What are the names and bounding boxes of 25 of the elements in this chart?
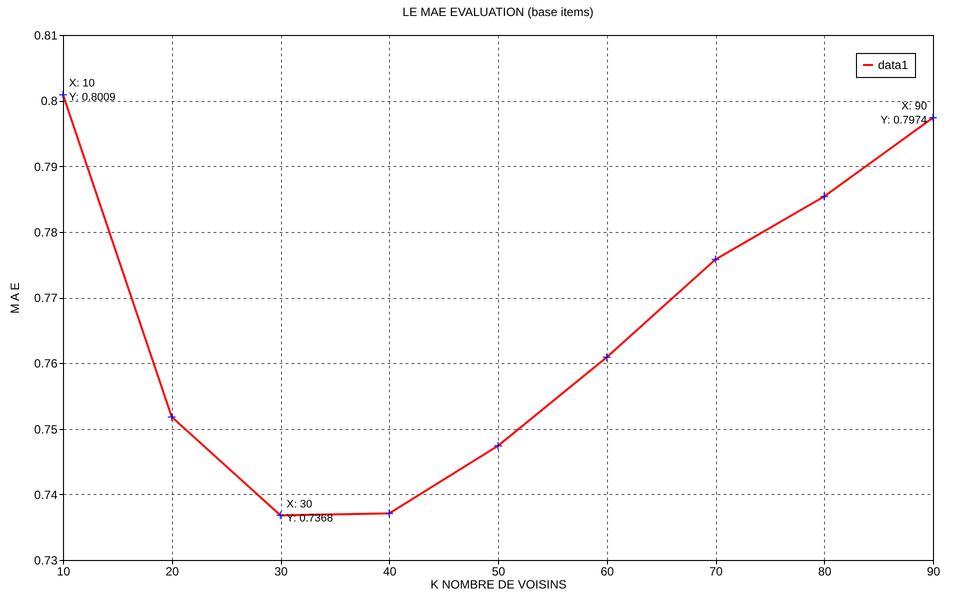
annotation: X: 90 Y: 0.7974 — [880, 100, 927, 127]
y-axis-title: M A E — [8, 282, 22, 314]
x-tick-label: 40 — [383, 564, 397, 578]
y-tick-label: 0.78 — [34, 225, 58, 240]
x-tick-label: 70 — [709, 564, 723, 578]
annotation: X: 10 Y: 0.8009 — [69, 78, 116, 104]
y-tick-label: 0.75 — [34, 422, 58, 436]
x-tick-label: 80 — [818, 564, 832, 578]
x-tick-label: 60 — [600, 564, 614, 578]
x-tick-label: 10 — [56, 564, 70, 578]
x-tick-label: 20 — [166, 564, 180, 578]
annotation: X: 30 Y: 0.7368 — [286, 498, 333, 524]
y-tick-label: 0.8 — [40, 94, 58, 108]
x-tick-label: 30 — [274, 564, 288, 578]
y-tick-label: 0.74 — [34, 488, 58, 502]
legend-label: data1 — [878, 58, 908, 72]
chart-title: LE MAE EVALUATION (base items) — [402, 5, 594, 19]
y-tick-label: 0.73 — [34, 554, 58, 568]
y-tick-label: 0.79 — [34, 160, 58, 174]
x-tick-label: 50 — [492, 564, 506, 578]
x-tick-label: 90 — [926, 564, 940, 578]
y-tick-label: 0.76 — [34, 356, 58, 371]
y-tick-label: 0.77 — [34, 291, 58, 305]
y-tick-label: 0.81 — [34, 28, 58, 42]
x-axis-title: K NOMBRE DE VOISINS — [430, 578, 567, 592]
